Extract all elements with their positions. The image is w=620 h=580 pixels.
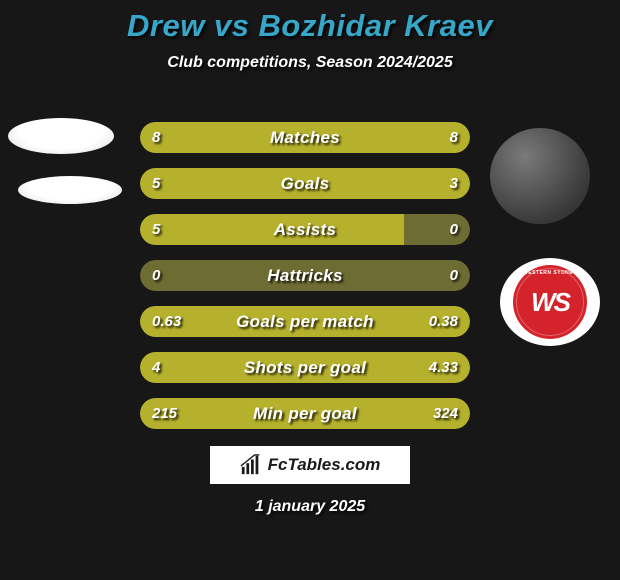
watermark-text: FcTables.com [268, 455, 381, 475]
stat-value-right: 8 [450, 122, 458, 153]
stat-label: Assists [140, 214, 470, 245]
club-right-badge: WESTERN SYDNEY WS [500, 258, 600, 346]
player-left-avatar [8, 118, 114, 154]
stat-row: Goals5 3 [140, 168, 470, 199]
stat-label: Goals per match [140, 306, 470, 337]
club-right-ring-text: WESTERN SYDNEY [523, 270, 577, 276]
stat-label: Min per goal [140, 398, 470, 429]
stat-value-right: 324 [433, 398, 458, 429]
stat-value-right: 4.33 [429, 352, 458, 383]
stat-value-right: 0 [450, 260, 458, 291]
player-right-avatar [490, 128, 590, 224]
stat-value-left: 5 [152, 214, 160, 245]
stat-value-right: 0.38 [429, 306, 458, 337]
stat-row: Shots per goal4 4.33 [140, 352, 470, 383]
club-left-badge [18, 176, 122, 204]
club-right-badge-inner: WESTERN SYDNEY WS [513, 265, 587, 339]
chart-icon [240, 454, 262, 476]
stat-label: Goals [140, 168, 470, 199]
stat-label: Hattricks [140, 260, 470, 291]
stat-value-left: 8 [152, 122, 160, 153]
watermark: FcTables.com [210, 446, 410, 484]
stat-value-left: 215 [152, 398, 177, 429]
stat-row: Assists5 0 [140, 214, 470, 245]
stat-value-left: 4 [152, 352, 160, 383]
stat-row: Min per goal215 324 [140, 398, 470, 429]
page-title: Drew vs Bozhidar Kraev [0, 0, 620, 44]
page-subtitle: Club competitions, Season 2024/2025 [0, 54, 620, 72]
stats-container: Matches88Goals53Assists50Hattricks00Goal… [140, 122, 470, 444]
stat-row: Matches8 8 [140, 122, 470, 153]
stat-label: Matches [140, 122, 470, 153]
stat-value-left: 5 [152, 168, 160, 199]
stat-value-right: 3 [450, 168, 458, 199]
club-right-initials: WS [531, 287, 569, 318]
date-label: 1 january 2025 [0, 498, 620, 516]
stat-row: Hattricks0 0 [140, 260, 470, 291]
stat-value-left: 0.63 [152, 306, 181, 337]
stat-row: Goals per match0.63 0.38 [140, 306, 470, 337]
stat-value-left: 0 [152, 260, 160, 291]
stat-value-right: 0 [450, 214, 458, 245]
stat-label: Shots per goal [140, 352, 470, 383]
